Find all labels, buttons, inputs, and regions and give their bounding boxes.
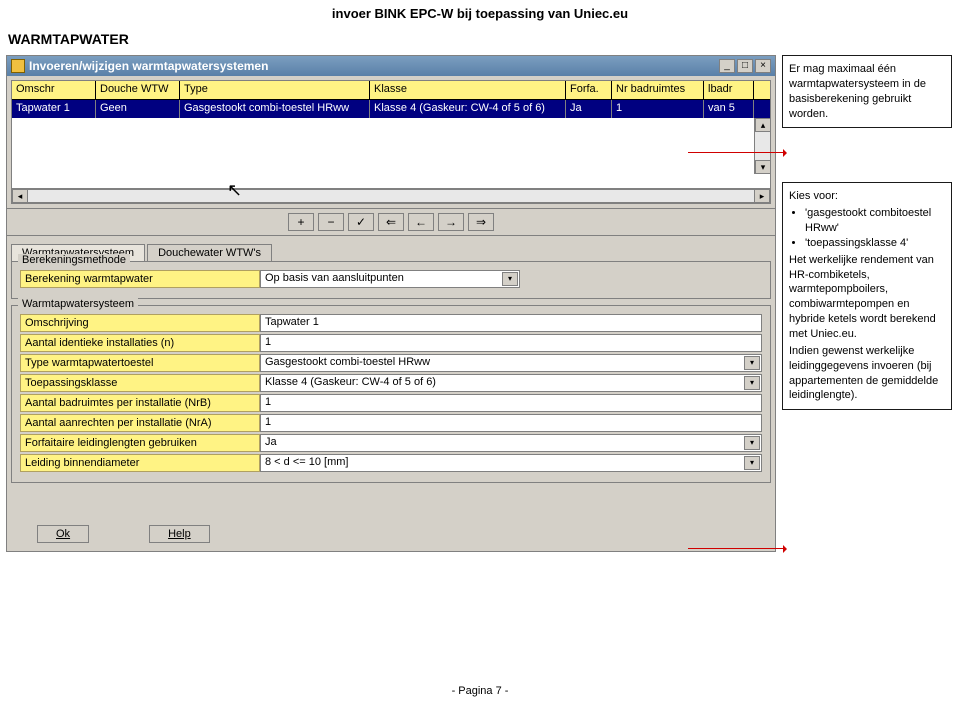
select-type-toestel[interactable]: Gasgestookt combi-toestel HRww ▾ [260, 354, 762, 372]
input-omschrijving[interactable]: Tapwater 1 [260, 314, 762, 332]
select-diameter-value: 8 < d <= 10 [mm] [265, 456, 348, 468]
label-aantal-n: Aantal identieke installaties (n) [20, 334, 260, 352]
maximize-button[interactable]: □ [737, 59, 753, 73]
col-type[interactable]: Type [180, 81, 370, 99]
select-type-value: Gasgestookt combi-toestel HRww [265, 356, 430, 368]
horizontal-scrollbar[interactable]: ◂ ▸ [12, 188, 770, 203]
bottom-bar: Ok Help [7, 519, 775, 551]
label-forfaitair: Forfaitaire leidinglengten gebruiken [20, 434, 260, 452]
titlebar: Invoeren/wijzigen warmtapwatersystemen _… [7, 56, 775, 76]
input-nra[interactable]: 1 [260, 414, 762, 432]
scroll-left-icon[interactable]: ◂ [12, 189, 28, 203]
dropdown-arrow-icon[interactable]: ▾ [744, 376, 760, 390]
note-max-one: Er mag maximaal één warmtapwatersysteem … [782, 55, 952, 128]
connector-line-icon [688, 152, 786, 153]
legend-warmtapwater: Warmtapwatersysteem [18, 298, 138, 310]
minimize-button[interactable]: _ [719, 59, 735, 73]
label-diameter: Leiding binnendiameter [20, 454, 260, 472]
grid-body: ↖ ▴ ▾ [12, 118, 770, 188]
scroll-track-h[interactable] [28, 189, 754, 203]
fieldset-berekeningsmethode: Berekeningsmethode Berekening warmtapwat… [11, 261, 771, 299]
note-item-1: 'gasgestookt combitoestel HRww' [805, 206, 945, 236]
scroll-right-icon[interactable]: ▸ [754, 189, 770, 203]
section-title: WARMTAPWATER [0, 23, 960, 55]
note-extra: Indien gewenst werkelijke leidinggegeven… [789, 344, 945, 403]
input-aantal-n[interactable]: 1 [260, 334, 762, 352]
col-douche[interactable]: Douche WTW [96, 81, 180, 99]
select-forfaitair-value: Ja [265, 436, 277, 448]
fieldset-warmtapwater: Warmtapwatersysteem Omschrijving Tapwate… [11, 305, 771, 483]
dropdown-arrow-icon[interactable]: ▾ [502, 272, 518, 286]
vertical-scrollbar[interactable]: ▴ ▾ [754, 118, 770, 174]
scroll-track[interactable] [755, 132, 770, 160]
help-button[interactable]: Help [149, 525, 210, 543]
dropdown-arrow-icon[interactable]: ▾ [744, 436, 760, 450]
label-berekening: Berekening warmtapwater [20, 270, 260, 288]
page-header: invoer BINK EPC-W bij toepassing van Uni… [0, 0, 960, 23]
first-button[interactable]: ⇐ [378, 213, 404, 231]
label-omschrijving: Omschrijving [20, 314, 260, 332]
select-forfaitair[interactable]: Ja ▾ [260, 434, 762, 452]
remove-button[interactable]: − [318, 213, 344, 231]
input-nrb[interactable]: 1 [260, 394, 762, 412]
next-button[interactable]: → [438, 213, 464, 231]
col-lbadr[interactable]: lbadr [704, 81, 754, 99]
confirm-button[interactable]: ✓ [348, 213, 374, 231]
add-button[interactable]: + [288, 213, 314, 231]
grid-row-selected[interactable]: Tapwater 1 Geen Gasgestookt combi-toeste… [12, 100, 770, 118]
grid-header: Omschr Douche WTW Type Klasse Forfa. Nr … [12, 81, 770, 100]
last-button[interactable]: ⇒ [468, 213, 494, 231]
grid-toolbar: + − ✓ ⇐ ← → ⇒ [7, 208, 775, 236]
col-klasse[interactable]: Klasse [370, 81, 566, 99]
note-intro: Kies voor: [789, 189, 945, 204]
note-kies-voor: Kies voor: 'gasgestookt combitoestel HRw… [782, 182, 952, 410]
cell-douche: Geen [96, 100, 180, 118]
select-diameter[interactable]: 8 < d <= 10 [mm] ▾ [260, 454, 762, 472]
col-nrbad[interactable]: Nr badruimtes [612, 81, 704, 99]
cell-lbadr: van 5 [704, 100, 754, 118]
label-nrb: Aantal badruimtes per installatie (NrB) [20, 394, 260, 412]
cell-nrbad: 1 [612, 100, 704, 118]
prev-button[interactable]: ← [408, 213, 434, 231]
side-notes: Er mag maximaal één warmtapwatersysteem … [782, 55, 952, 552]
scroll-down-icon[interactable]: ▾ [755, 160, 771, 174]
page-footer: - Pagina 7 - [0, 685, 960, 697]
cell-klasse: Klasse 4 (Gaskeur: CW-4 of 5 of 6) [370, 100, 566, 118]
select-berekening-value: Op basis van aansluitpunten [265, 272, 404, 284]
select-berekening[interactable]: Op basis van aansluitpunten ▾ [260, 270, 520, 288]
col-omschr[interactable]: Omschr [12, 81, 96, 99]
note-text: Er mag maximaal één warmtapwatersysteem … [789, 62, 945, 121]
cell-forfa: Ja [566, 100, 612, 118]
label-type-toestel: Type warmtapwatertoestel [20, 354, 260, 372]
systems-grid: Omschr Douche WTW Type Klasse Forfa. Nr … [11, 80, 771, 204]
tab-douchewater[interactable]: Douchewater WTW's [147, 244, 272, 261]
connector-line-icon [688, 548, 786, 549]
label-nra: Aantal aanrechten per installatie (NrA) [20, 414, 260, 432]
note-body: Het werkelijke rendement van HR-combiket… [789, 253, 945, 342]
col-forfa[interactable]: Forfa. [566, 81, 612, 99]
dropdown-arrow-icon[interactable]: ▾ [744, 356, 760, 370]
note-item-2: 'toepassingsklasse 4' [805, 236, 945, 251]
label-toepassingsklasse: Toepassingsklasse [20, 374, 260, 392]
close-button[interactable]: × [755, 59, 771, 73]
legend-berekening: Berekeningsmethode [18, 254, 130, 266]
select-klasse[interactable]: Klasse 4 (Gaskeur: CW-4 of 5 of 6) ▾ [260, 374, 762, 392]
select-klasse-value: Klasse 4 (Gaskeur: CW-4 of 5 of 6) [265, 376, 436, 388]
scroll-up-icon[interactable]: ▴ [755, 118, 771, 132]
app-icon [11, 59, 25, 73]
ok-button[interactable]: Ok [37, 525, 89, 543]
app-window: Invoeren/wijzigen warmtapwatersystemen _… [6, 55, 776, 552]
dropdown-arrow-icon[interactable]: ▾ [744, 456, 760, 470]
cell-omschr: Tapwater 1 [12, 100, 96, 118]
cell-type: Gasgestookt combi-toestel HRww [180, 100, 370, 118]
window-title: Invoeren/wijzigen warmtapwatersystemen [29, 59, 717, 73]
